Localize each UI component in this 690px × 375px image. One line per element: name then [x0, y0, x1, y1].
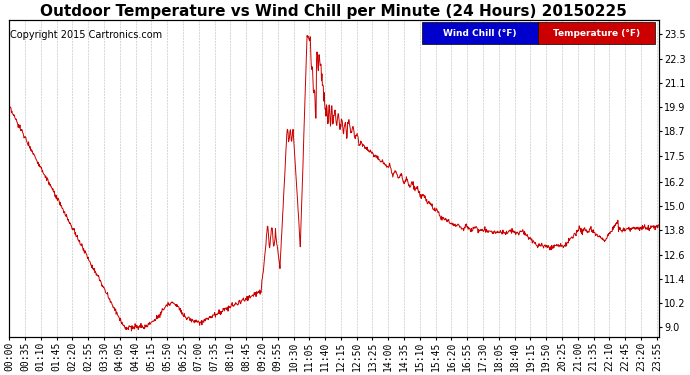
Text: Wind Chill (°F): Wind Chill (°F)	[443, 28, 517, 38]
Title: Outdoor Temperature vs Wind Chill per Minute (24 Hours) 20150225: Outdoor Temperature vs Wind Chill per Mi…	[41, 4, 627, 19]
Text: Copyright 2015 Cartronics.com: Copyright 2015 Cartronics.com	[10, 30, 163, 40]
FancyBboxPatch shape	[422, 22, 538, 44]
FancyBboxPatch shape	[538, 22, 656, 44]
Text: Temperature (°F): Temperature (°F)	[553, 28, 640, 38]
